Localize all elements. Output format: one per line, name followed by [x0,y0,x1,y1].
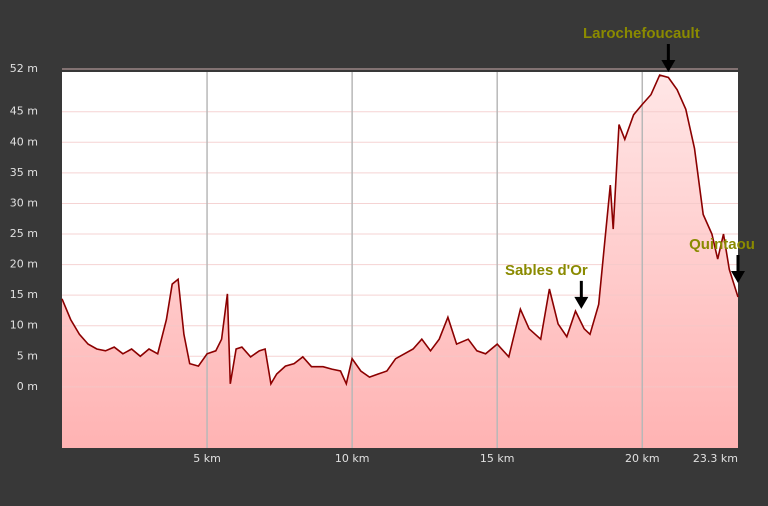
y-tick-label: 40 m [10,135,38,148]
y-tick-label: 30 m [10,196,38,209]
annotation-label: Quintaou [689,236,755,253]
x-tick-label: 23.3 km [693,452,738,465]
y-tick-label: 52 m [10,62,38,75]
y-tick-label: 20 m [10,258,38,271]
y-tick-label: 25 m [10,227,38,240]
annotation-arrow-head [731,270,745,283]
x-tick-label: 20 km [625,452,660,465]
y-tick-label: 0 m [17,380,38,393]
y-tick-label: 10 m [10,319,38,332]
y-tick-label: 45 m [10,105,38,118]
annotation-label: Sables d'Or [505,262,588,279]
elevation-line [61,74,739,387]
x-tick-label: 5 km [193,452,221,465]
y-tick-label: 15 m [10,288,38,301]
annotation-arrow-head [574,296,589,309]
y-tick-label: 5 m [17,349,38,362]
x-tick-label: 15 km [480,452,515,465]
area [62,75,738,448]
y-tick-label: 35 m [10,166,38,179]
annotation-label: Larochefoucault [583,25,700,42]
x-tick-label: 10 km [335,452,370,465]
annotation-arrow-head [661,60,676,72]
